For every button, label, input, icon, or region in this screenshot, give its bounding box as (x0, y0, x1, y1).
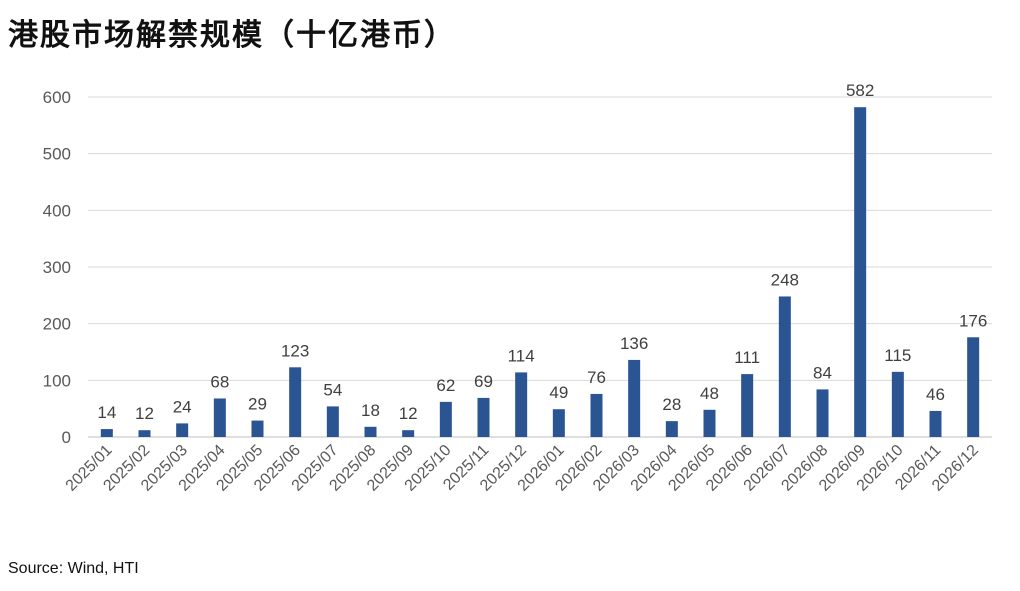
bar (854, 107, 867, 437)
data-label: 176 (959, 311, 987, 330)
data-label: 69 (474, 372, 493, 391)
data-label: 136 (620, 334, 648, 353)
data-label: 29 (248, 395, 267, 414)
bar (515, 372, 528, 437)
data-label: 248 (771, 270, 799, 289)
bar (402, 430, 415, 437)
data-label: 48 (700, 384, 719, 403)
chart-svg: 0100200300400500600142025/01122025/02242… (43, 81, 992, 495)
bar (929, 410, 942, 437)
data-label: 12 (135, 404, 154, 423)
bar (590, 393, 603, 437)
y-tick-label: 300 (43, 258, 71, 277)
data-label: 582 (846, 81, 874, 100)
y-tick-label: 200 (43, 315, 71, 334)
data-label: 68 (210, 372, 229, 391)
data-label: 49 (549, 383, 568, 402)
y-tick-label: 500 (43, 145, 71, 164)
bar (741, 374, 754, 437)
data-label: 114 (508, 346, 535, 365)
bar (251, 420, 264, 437)
y-tick-label: 100 (43, 371, 71, 390)
bar (213, 398, 226, 437)
bar (628, 359, 641, 437)
bar (289, 367, 302, 437)
bar (552, 409, 565, 437)
y-tick-label: 600 (43, 88, 71, 107)
data-label: 111 (734, 348, 760, 367)
y-tick-label: 0 (62, 428, 71, 447)
bar (665, 421, 678, 437)
bar (176, 423, 189, 437)
y-tick-label: 400 (43, 201, 71, 220)
data-label: 46 (926, 385, 945, 404)
bar (439, 401, 452, 437)
bar (703, 409, 716, 437)
bar (778, 296, 791, 437)
chart-title: 港股市场解禁规模（十亿港币） (8, 18, 456, 53)
data-label: 115 (884, 346, 911, 365)
data-label: 12 (399, 404, 418, 423)
bar-chart: 0 100 200 300 400 500 600 14 2025/01 12 2025/02 24 2… (43, 81, 992, 495)
source-note: Source: Wind, HTI (8, 560, 139, 577)
data-label: 24 (173, 397, 192, 416)
bar (816, 389, 829, 437)
bar (967, 337, 980, 437)
data-label: 18 (361, 401, 380, 420)
bar (100, 429, 113, 437)
bar (326, 406, 339, 437)
data-label: 76 (587, 368, 606, 387)
data-label: 84 (813, 363, 832, 382)
data-label: 28 (662, 395, 681, 414)
data-label: 54 (323, 380, 342, 399)
bar (477, 397, 490, 437)
data-label: 62 (436, 376, 455, 395)
bar (138, 430, 151, 437)
bar (891, 371, 904, 437)
bar (364, 426, 377, 437)
data-label: 14 (97, 403, 116, 422)
data-label: 123 (281, 341, 309, 360)
